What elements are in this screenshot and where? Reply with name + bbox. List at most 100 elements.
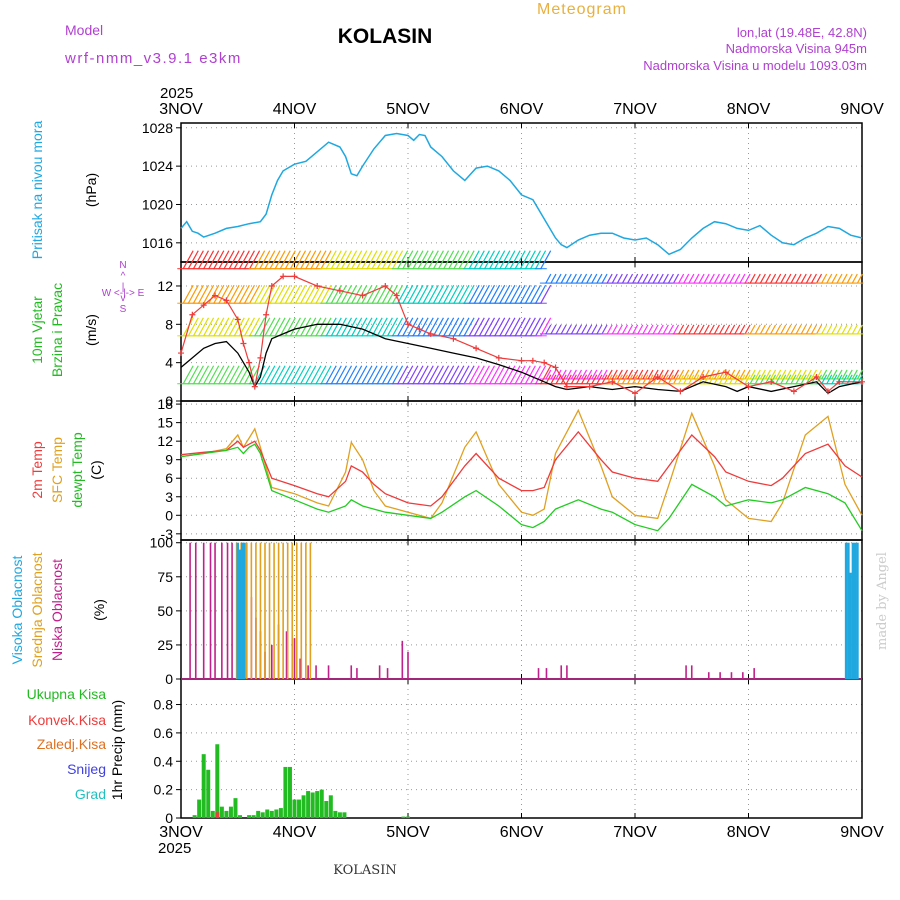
wind-barb bbox=[244, 284, 255, 304]
wind-barb bbox=[233, 365, 245, 385]
wind-barb bbox=[698, 324, 705, 335]
wind-barb bbox=[846, 273, 853, 284]
wind-barb bbox=[749, 374, 756, 385]
wind-barb bbox=[805, 369, 812, 380]
wind-barb bbox=[831, 324, 838, 335]
wind-barb bbox=[535, 284, 547, 304]
wind-barb bbox=[238, 284, 250, 304]
wind-barb bbox=[514, 365, 526, 385]
wind-barb bbox=[284, 365, 296, 385]
x-date-bottom: 8NOV bbox=[727, 824, 771, 841]
wind-barb bbox=[504, 365, 516, 385]
wind-barb bbox=[759, 374, 766, 385]
wind-barb bbox=[489, 365, 501, 385]
wind-gust-marker bbox=[654, 374, 661, 381]
wind-barb bbox=[581, 324, 588, 335]
cloud-bar bbox=[285, 631, 288, 679]
cloud-bar bbox=[246, 542, 248, 679]
wind-barb bbox=[484, 284, 496, 304]
wind-gust-marker bbox=[722, 369, 729, 376]
wind-barb bbox=[433, 250, 444, 269]
wind-barb bbox=[713, 324, 720, 335]
wind-barb bbox=[805, 324, 812, 335]
y-tick-label: 8 bbox=[165, 316, 173, 332]
precip-bar bbox=[265, 809, 270, 818]
cloud-bar bbox=[236, 542, 239, 679]
wind-barb bbox=[606, 273, 613, 284]
wind-gust-marker bbox=[234, 316, 241, 323]
precip-bar bbox=[319, 789, 324, 818]
precip-legend-item: Ukupna Kisa bbox=[27, 686, 107, 702]
wind-barb bbox=[514, 317, 526, 337]
wind-barb bbox=[254, 317, 266, 337]
wind-barb bbox=[693, 369, 700, 380]
y-tick-label: 25 bbox=[157, 637, 173, 653]
wind-barb bbox=[351, 250, 363, 269]
precip-bar bbox=[269, 810, 274, 818]
wind-barb bbox=[560, 324, 567, 335]
cloud-bar bbox=[282, 542, 284, 679]
wind-barb bbox=[851, 369, 858, 380]
wind-barb bbox=[535, 317, 547, 337]
wind-barb bbox=[780, 369, 787, 380]
temp-2m-line bbox=[180, 430, 863, 507]
wind-barb bbox=[387, 250, 398, 269]
wind-barb bbox=[259, 250, 271, 269]
footer-station: KOLASIN bbox=[333, 863, 396, 878]
wind-gust-marker bbox=[563, 383, 570, 390]
wind-barb bbox=[504, 284, 516, 304]
wind-barb bbox=[463, 365, 475, 385]
wind-barb bbox=[683, 369, 690, 380]
wind-barb bbox=[392, 284, 404, 304]
wind-barb bbox=[315, 317, 327, 337]
wind-barb bbox=[366, 365, 378, 385]
precip-bar bbox=[306, 791, 311, 818]
wind-barb bbox=[407, 365, 419, 385]
wind-barb bbox=[545, 369, 552, 380]
wind-unit: (m/s) bbox=[83, 314, 99, 346]
wind-barb bbox=[198, 317, 210, 337]
wind-barb bbox=[198, 365, 210, 385]
wind-barb bbox=[376, 365, 388, 385]
wind-barb bbox=[662, 324, 669, 335]
x-date-top: 5NOV bbox=[386, 101, 430, 118]
model-name: wrf-nmm_v3.9.1 e3km bbox=[64, 50, 242, 67]
precip-bar bbox=[192, 815, 197, 818]
wind-barb bbox=[637, 273, 644, 284]
wind-barb bbox=[290, 250, 301, 269]
wind-barb bbox=[673, 324, 680, 335]
wind-barb bbox=[448, 284, 460, 304]
wind-barb bbox=[729, 369, 736, 380]
wind-barb bbox=[826, 324, 833, 335]
precip-bar bbox=[228, 806, 233, 818]
wind-barb bbox=[744, 369, 751, 380]
wind-barb bbox=[821, 324, 828, 335]
wind-barb bbox=[729, 273, 736, 284]
wind-gust-marker bbox=[416, 326, 423, 333]
wind-barb bbox=[244, 317, 255, 337]
precip-bar bbox=[337, 812, 342, 818]
wind-barb bbox=[570, 369, 577, 380]
wind-barb bbox=[708, 374, 715, 385]
wind-barb bbox=[417, 284, 429, 304]
cloud-bar bbox=[226, 542, 229, 679]
cloud-bar bbox=[309, 542, 312, 679]
cloud-bar bbox=[386, 668, 389, 679]
precip-bar bbox=[219, 806, 224, 818]
y-tick-label: 0 bbox=[165, 393, 173, 409]
wind-barb bbox=[198, 284, 210, 304]
wind-barb bbox=[790, 324, 797, 335]
wind-barb bbox=[335, 284, 347, 304]
wind-barb bbox=[627, 369, 634, 380]
wind-barb bbox=[335, 365, 347, 385]
wind-gust-marker bbox=[790, 388, 797, 395]
wind-barb bbox=[749, 273, 756, 284]
wind-barb bbox=[764, 369, 772, 380]
cloud-bar bbox=[286, 542, 289, 679]
dewpt-title: dewpt Temp bbox=[69, 432, 85, 507]
precip-bar bbox=[283, 766, 288, 818]
wind-barb bbox=[810, 369, 817, 380]
wind-barb bbox=[759, 324, 766, 335]
y-tick-label: 1024 bbox=[142, 158, 173, 174]
